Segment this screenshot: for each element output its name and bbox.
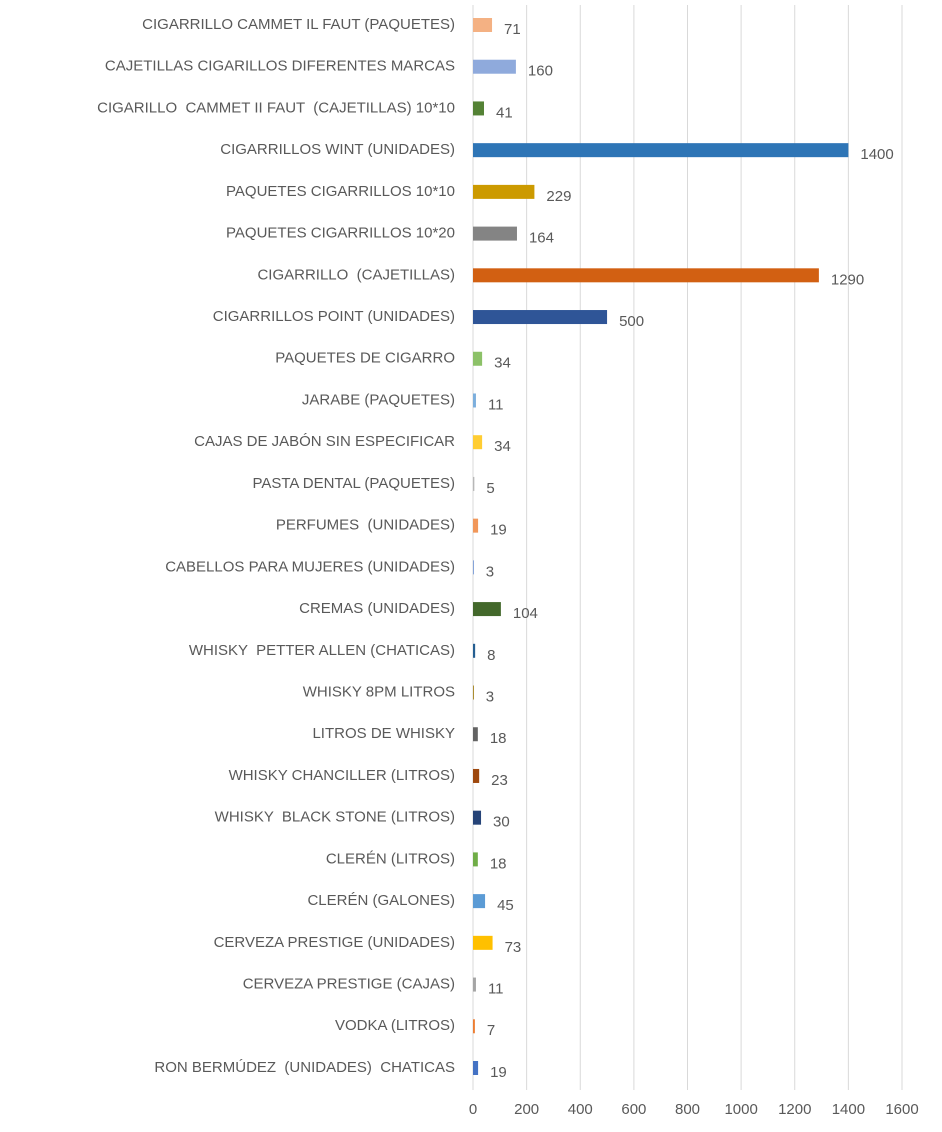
- bar: [473, 810, 482, 825]
- x-tick-label: 200: [514, 1101, 539, 1118]
- y-tick-label: CABELLOS PARA MUJERES (UNIDADES): [165, 558, 455, 575]
- x-tick-label: 1000: [724, 1101, 757, 1118]
- x-tick-label: 0: [469, 1101, 477, 1118]
- y-tick-label: WHISKY CHANCILLER (LITROS): [229, 767, 455, 784]
- bar: [473, 518, 479, 533]
- data-label: 41: [496, 104, 513, 121]
- bar: [473, 268, 819, 283]
- bar: [473, 560, 474, 575]
- y-tick-label: PAQUETES CIGARRILLOS 10*10: [226, 183, 455, 200]
- bar: [473, 184, 535, 199]
- y-tick-label: CIGARILLO CAMMET II FAUT (CAJETILLAS) 10…: [97, 99, 455, 116]
- y-tick-label: CERVEZA PRESTIGE (CAJAS): [243, 976, 455, 993]
- y-tick-label: CIGARRILLO (CAJETILLAS): [257, 266, 455, 283]
- bar: [473, 643, 476, 658]
- data-label: 160: [528, 63, 553, 80]
- data-label: 8: [487, 647, 495, 664]
- x-tick-label: 1400: [832, 1101, 865, 1118]
- data-label: 500: [619, 313, 644, 330]
- data-label: 30: [493, 814, 510, 831]
- y-tick-label: WHISKY 8PM LITROS: [303, 683, 455, 700]
- y-tick-label: RON BERMÚDEZ (UNIDADES) CHATICAS: [154, 1059, 455, 1076]
- data-label: 19: [490, 1064, 507, 1081]
- data-label: 73: [505, 939, 522, 956]
- data-label: 34: [494, 438, 511, 455]
- y-tick-label: PERFUMES (UNIDADES): [276, 517, 455, 534]
- y-tick-label: CAJETILLAS CIGARILLOS DIFERENTES MARCAS: [105, 58, 455, 75]
- bar: [473, 435, 483, 450]
- bar: [473, 1061, 479, 1075]
- bar: [473, 894, 486, 909]
- bar: [473, 602, 501, 617]
- x-tick-label: 1600: [885, 1101, 918, 1118]
- bar: [473, 310, 608, 325]
- data-label: 11: [488, 981, 504, 998]
- bar: [473, 143, 849, 158]
- bar: [473, 351, 483, 366]
- data-label: 7: [487, 1022, 495, 1039]
- bar: [473, 977, 476, 992]
- y-tick-label: LITROS DE WHISKY: [312, 725, 455, 742]
- data-label: 18: [490, 855, 507, 872]
- data-label: 3: [486, 688, 494, 705]
- bar: [473, 727, 478, 742]
- data-label: 18: [490, 730, 507, 747]
- data-label: 71: [504, 21, 521, 38]
- y-tick-label: PASTA DENTAL (PAQUETES): [252, 475, 455, 492]
- bar: [473, 59, 516, 74]
- y-tick-label: CIGARRILLOS WINT (UNIDADES): [220, 141, 455, 158]
- y-tick-label: JARABE (PAQUETES): [302, 391, 455, 408]
- data-label: 104: [513, 605, 538, 622]
- y-tick-label: VODKA (LITROS): [335, 1017, 455, 1034]
- y-tick-label: PAQUETES CIGARRILLOS 10*20: [226, 225, 455, 242]
- bar: [473, 18, 493, 32]
- y-tick-label: CLERÉN (GALONES): [307, 892, 455, 909]
- x-tick-label: 600: [621, 1101, 646, 1118]
- bar: [473, 852, 478, 867]
- y-tick-label: CIGARRILLO CAMMET IL FAUT (PAQUETES): [142, 16, 455, 33]
- y-tick-label: PAQUETES DE CIGARRO: [275, 350, 455, 367]
- data-label: 45: [497, 897, 514, 914]
- y-tick-label: CERVEZA PRESTIGE (UNIDADES): [214, 934, 455, 951]
- x-tick-label: 800: [675, 1101, 700, 1118]
- data-label: 1400: [860, 146, 893, 163]
- data-label: 11: [488, 396, 504, 413]
- bar: [473, 935, 493, 950]
- data-label: 3: [486, 563, 494, 580]
- x-tick-label: 400: [568, 1101, 593, 1118]
- y-tick-label: CAJAS DE JABÓN SIN ESPECIFICAR: [194, 433, 455, 450]
- x-tick-label: 1200: [778, 1101, 811, 1118]
- bar: [473, 1019, 475, 1034]
- data-label: 164: [529, 230, 554, 247]
- bar: [473, 476, 475, 491]
- bar: [473, 393, 476, 408]
- y-tick-label: WHISKY PETTER ALLEN (CHATICAS): [189, 642, 455, 659]
- y-tick-label: CIGARRILLOS POINT (UNIDADES): [213, 308, 455, 325]
- bar: [473, 101, 484, 116]
- bar: [473, 685, 474, 700]
- data-label: 1290: [831, 271, 864, 288]
- data-label: 23: [491, 772, 508, 789]
- data-label: 229: [546, 188, 571, 205]
- data-label: 19: [490, 522, 507, 539]
- data-label: 5: [486, 480, 494, 497]
- bar: [473, 226, 517, 241]
- y-tick-label: WHISKY BLACK STONE (LITROS): [215, 809, 455, 826]
- y-tick-label: CLERÉN (LITROS): [326, 850, 455, 867]
- y-tick-label: CREMAS (UNIDADES): [299, 600, 455, 617]
- bar: [473, 768, 480, 783]
- data-label: 34: [494, 355, 511, 372]
